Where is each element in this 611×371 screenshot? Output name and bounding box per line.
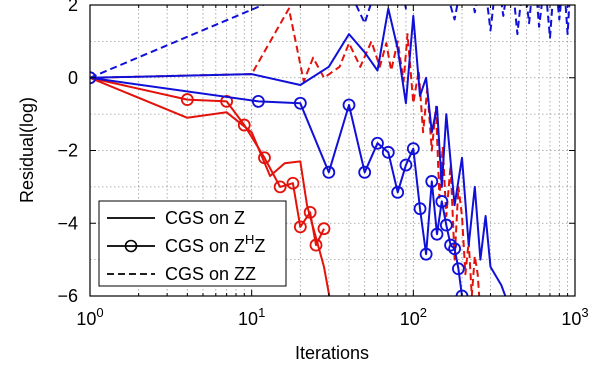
data-point-marker — [303, 205, 317, 219]
data-point-marker — [309, 238, 323, 252]
data-point-marker — [381, 145, 395, 159]
data-point-marker — [273, 180, 287, 194]
y-tick-label: −4 — [57, 213, 78, 233]
legend-label: CGS on ZHZ — [165, 232, 265, 256]
data-point-marker — [371, 136, 384, 150]
series-line-1 — [90, 76, 325, 247]
data-point-marker — [286, 176, 300, 190]
data-point-marker — [425, 175, 439, 188]
series-line-0 — [90, 76, 331, 296]
data-point-marker — [435, 195, 449, 208]
y-tick-label: 0 — [68, 68, 78, 88]
data-point-marker — [220, 94, 234, 108]
data-point-marker — [406, 142, 420, 156]
data-point-marker — [430, 227, 444, 241]
x-tick-label: 102 — [400, 305, 427, 329]
data-point-marker — [399, 158, 413, 172]
data-point-marker — [293, 96, 307, 110]
data-point-marker — [413, 202, 427, 216]
data-point-marker — [451, 262, 465, 276]
data-point-marker — [251, 94, 265, 108]
x-tick-label: 103 — [561, 305, 588, 329]
legend-swatch-marker — [124, 239, 138, 253]
series-line-4 — [90, 76, 463, 296]
x-tick-label: 100 — [76, 305, 103, 329]
data-point-marker — [419, 247, 433, 261]
data-point-marker — [237, 118, 251, 132]
data-point-marker — [455, 289, 469, 296]
legend-box — [98, 200, 287, 287]
legend-label: CGS on Z — [165, 208, 245, 228]
y-tick-label: −6 — [57, 286, 78, 306]
data-point-marker — [258, 151, 271, 165]
data-point-marker — [448, 242, 462, 256]
x-tick-label: 101 — [238, 305, 265, 329]
y-tick-label: 2 — [68, 0, 78, 15]
x-axis-title: Iterations — [295, 343, 369, 363]
y-axis-title: Residual(log) — [17, 97, 37, 203]
data-point-marker — [439, 218, 453, 232]
data-point-marker — [322, 165, 336, 179]
data-point-marker — [342, 98, 356, 112]
legend: CGS on Z CGS on ZHZ CGS on ZZ — [98, 200, 287, 287]
data-point-marker — [444, 238, 457, 252]
data-point-marker — [358, 165, 372, 179]
legend-label: CGS on ZZ — [165, 264, 256, 284]
data-point-marker — [293, 220, 307, 234]
axis-ticks: 100 101 102 103 2 0 −2 −4 −6 — [57, 0, 588, 329]
data-point-marker — [391, 185, 405, 199]
series-line-3 — [90, 7, 507, 296]
data-point-marker — [317, 222, 331, 236]
y-tick-label: −2 — [57, 141, 78, 161]
data-point-marker — [180, 93, 194, 106]
series-line-2 — [90, 7, 481, 296]
